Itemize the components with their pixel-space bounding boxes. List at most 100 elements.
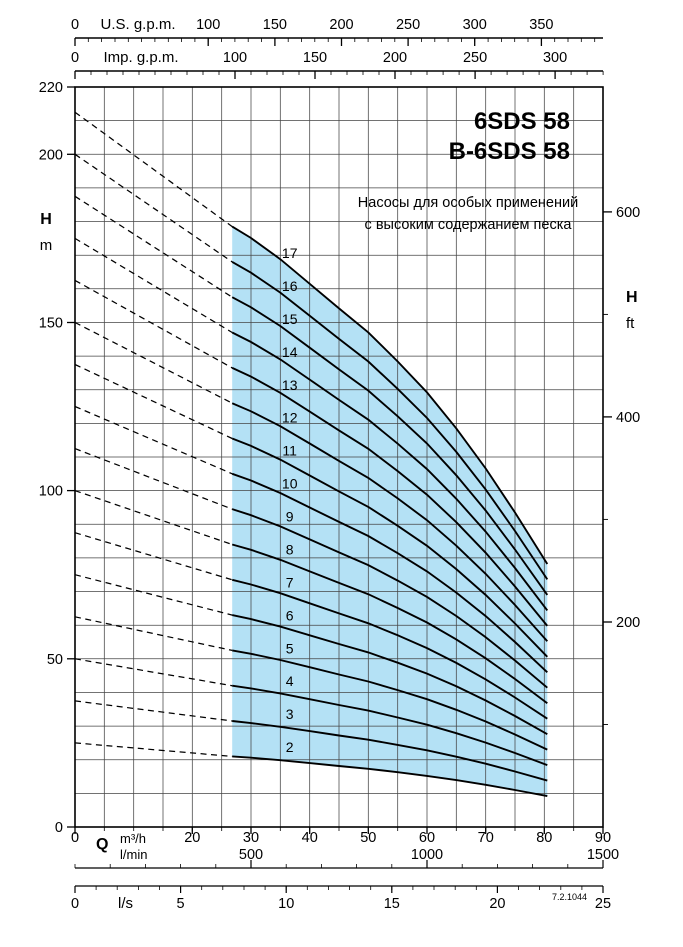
pump-curve-14-solid (231, 331, 549, 611)
q-m3h-tick-label: 40 (302, 830, 318, 846)
grid (75, 87, 603, 827)
pump-curve-16-dashed (74, 153, 233, 263)
pump-curves (74, 111, 549, 798)
curve-label-4: 4 (286, 673, 294, 689)
curve-label-2: 2 (286, 739, 294, 755)
curve-label-6: 6 (286, 607, 294, 623)
imp-gpm-tick-label: 300 (543, 50, 567, 66)
us-gpm-tick-label: 100 (196, 17, 220, 33)
q-m3h-tick-label: 90 (595, 830, 611, 846)
pump-curve-9-solid (231, 508, 548, 689)
curve-label-8: 8 (286, 542, 294, 558)
h-m-tick-label: 150 (39, 316, 63, 332)
q-axis-unit-lmin: l/min (120, 847, 147, 862)
q-axis-unit-m3h: m³/h (120, 831, 146, 846)
h-left-axis-unit: m (40, 237, 53, 254)
q-m3h-tick-label: 30 (243, 830, 259, 846)
q-m3h-tick-label: 70 (478, 830, 494, 846)
q-m3h-tick-label: 80 (536, 830, 552, 846)
pump-model-title-b: B-6SDS 58 (449, 138, 570, 165)
pump-curve-11-solid (231, 437, 548, 658)
q-ls-tick-label: 25 (595, 896, 611, 912)
us-gpm-tick-label: 350 (529, 17, 553, 33)
pump-curve-5-solid (232, 649, 548, 751)
pump-curve-2-dashed (74, 742, 233, 758)
imp-gpm-axis-title: Imp. g.p.m. (103, 49, 178, 66)
pump-curve-17-solid (231, 225, 549, 565)
us-gpm-tick-label: 200 (329, 17, 353, 33)
pump-curve-8-dashed (74, 490, 233, 546)
axis-ticks (67, 37, 612, 893)
pump-curve-6-solid (232, 614, 548, 736)
pump-curve-12-dashed (74, 321, 233, 404)
curve-label-9: 9 (286, 509, 294, 525)
h-ft-tick-label: 200 (616, 615, 640, 631)
subtitle-line2: с высоким содержанием песка (365, 217, 573, 233)
pump-curve-15-solid (231, 296, 549, 596)
us-gpm-tick-label: 300 (463, 17, 487, 33)
imp-gpm-tick-label: 0 (71, 50, 79, 66)
pump-curve-12-solid (231, 402, 549, 642)
q-axis-title: Q (96, 836, 108, 853)
operating-region (232, 226, 548, 797)
curve-label-14: 14 (282, 344, 298, 360)
h-m-tick-label: 0 (55, 820, 63, 836)
q-m3h-tick-label: 60 (419, 830, 435, 846)
imp-gpm-tick-label: 250 (463, 50, 487, 66)
curve-label-16: 16 (282, 278, 298, 294)
us-gpm-axis-title: U.S. g.p.m. (100, 16, 175, 33)
curve-label-15: 15 (282, 311, 298, 327)
curve-label-12: 12 (282, 410, 298, 426)
curve-label-3: 3 (286, 706, 294, 722)
pump-curve-13-dashed (74, 279, 233, 369)
curve-label-7: 7 (286, 574, 294, 590)
pump-curve-14-dashed (74, 237, 233, 334)
q-ls-tick-label: 15 (384, 896, 400, 912)
curve-label-17: 17 (282, 245, 298, 261)
h-m-tick-label: 100 (39, 484, 63, 500)
curve-label-13: 13 (282, 377, 298, 393)
us-gpm-tick-label: 150 (263, 17, 287, 33)
h-m-tick-label: 50 (47, 652, 63, 668)
q-ls-tick-label: 0 (71, 896, 79, 912)
h-left-axis-title: H (40, 211, 52, 228)
q-m3h-tick-label: 0 (71, 830, 79, 846)
pump-curve-5-dashed (74, 616, 233, 652)
imp-gpm-tick-label: 100 (223, 50, 247, 66)
q-ls-tick-label: 5 (177, 896, 185, 912)
pump-curve-3-dashed (74, 700, 233, 722)
pump-curve-13-solid (231, 367, 549, 627)
pump-curve-17-dashed (74, 111, 233, 228)
q-m3h-tick-label: 20 (184, 830, 200, 846)
curve-label-11: 11 (282, 443, 297, 459)
imp-gpm-tick-label: 150 (303, 50, 327, 66)
h-m-tick-label: 220 (39, 80, 63, 96)
pump-curve-9-dashed (74, 448, 233, 510)
q-lmin-tick-label: 500 (239, 847, 263, 863)
h-right-axis-unit: ft (626, 315, 635, 332)
q-ls-tick-label: 20 (489, 896, 505, 912)
pump-curve-16-solid (231, 261, 549, 580)
pump-model-title: 6SDS 58 (474, 108, 570, 135)
q-ls-tick-label: 10 (278, 896, 294, 912)
pump-curve-4-dashed (74, 658, 233, 687)
h-m-tick-label: 200 (39, 147, 63, 163)
pump-curve-7-solid (231, 578, 548, 720)
pump-curve-4-solid (232, 684, 548, 766)
pump-curve-8-solid (231, 543, 548, 704)
ls-axis-unit: l/s (118, 895, 133, 912)
us-gpm-tick-label: 250 (396, 17, 420, 33)
q-lmin-tick-label: 1500 (587, 847, 619, 863)
h-right-axis-title: H (626, 289, 638, 306)
pump-curve-10-dashed (74, 405, 233, 475)
curve-label-10: 10 (282, 476, 298, 492)
h-ft-tick-label: 600 (616, 205, 640, 221)
imp-gpm-tick-label: 200 (383, 50, 407, 66)
doc-code: 7.2.1044 (552, 892, 587, 902)
subtitle-line1: Насосы для особых применений (358, 195, 578, 211)
pump-curve-11-dashed (74, 363, 233, 440)
us-gpm-tick-label: 0 (71, 17, 79, 33)
